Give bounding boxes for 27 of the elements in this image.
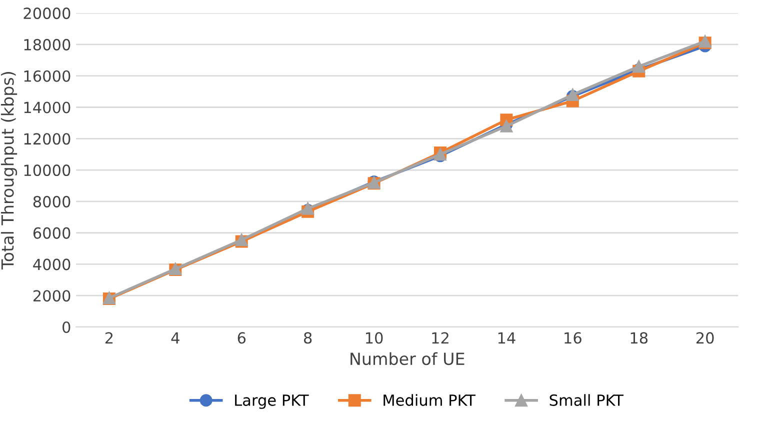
x-tick-label: 20 (696, 332, 714, 344)
x-tick-label: 2 (105, 332, 113, 344)
x-tick-label: 18 (630, 332, 648, 344)
y-tick-label: 8000 (33, 196, 70, 208)
y-tick-label: 16000 (24, 70, 70, 82)
y-tick-label: 0 (62, 321, 70, 334)
x-tick-label: 8 (304, 332, 312, 344)
legend-label: Small PKT (550, 394, 624, 406)
point (632, 60, 646, 73)
y-tick-label: 20000 (24, 8, 70, 20)
x-tick-label: 14 (498, 332, 516, 344)
x-axis-title: Number of UE (350, 352, 464, 366)
x-tick-label: 12 (432, 332, 448, 344)
y-tick-label: 2000 (33, 290, 70, 302)
y-tick-label: 18000 (24, 38, 70, 50)
x-tick-label: 16 (564, 332, 582, 344)
y-axis-title: Total Throughput (kbps) (0, 72, 18, 270)
legend-label: Large PKT (235, 394, 309, 409)
x-tick-label: 4 (171, 332, 180, 344)
y-tick-label: 4000 (33, 258, 70, 270)
legend-label: Medium PKT (384, 394, 476, 406)
y-tick-label: 6000 (33, 227, 70, 239)
y-tick-label: 10000 (24, 164, 70, 176)
y-tick-label: 12000 (24, 133, 70, 145)
y-tick-label: 14000 (24, 102, 70, 114)
x-tick-label: 6 (238, 332, 246, 344)
x-tick-label: 10 (366, 332, 383, 344)
